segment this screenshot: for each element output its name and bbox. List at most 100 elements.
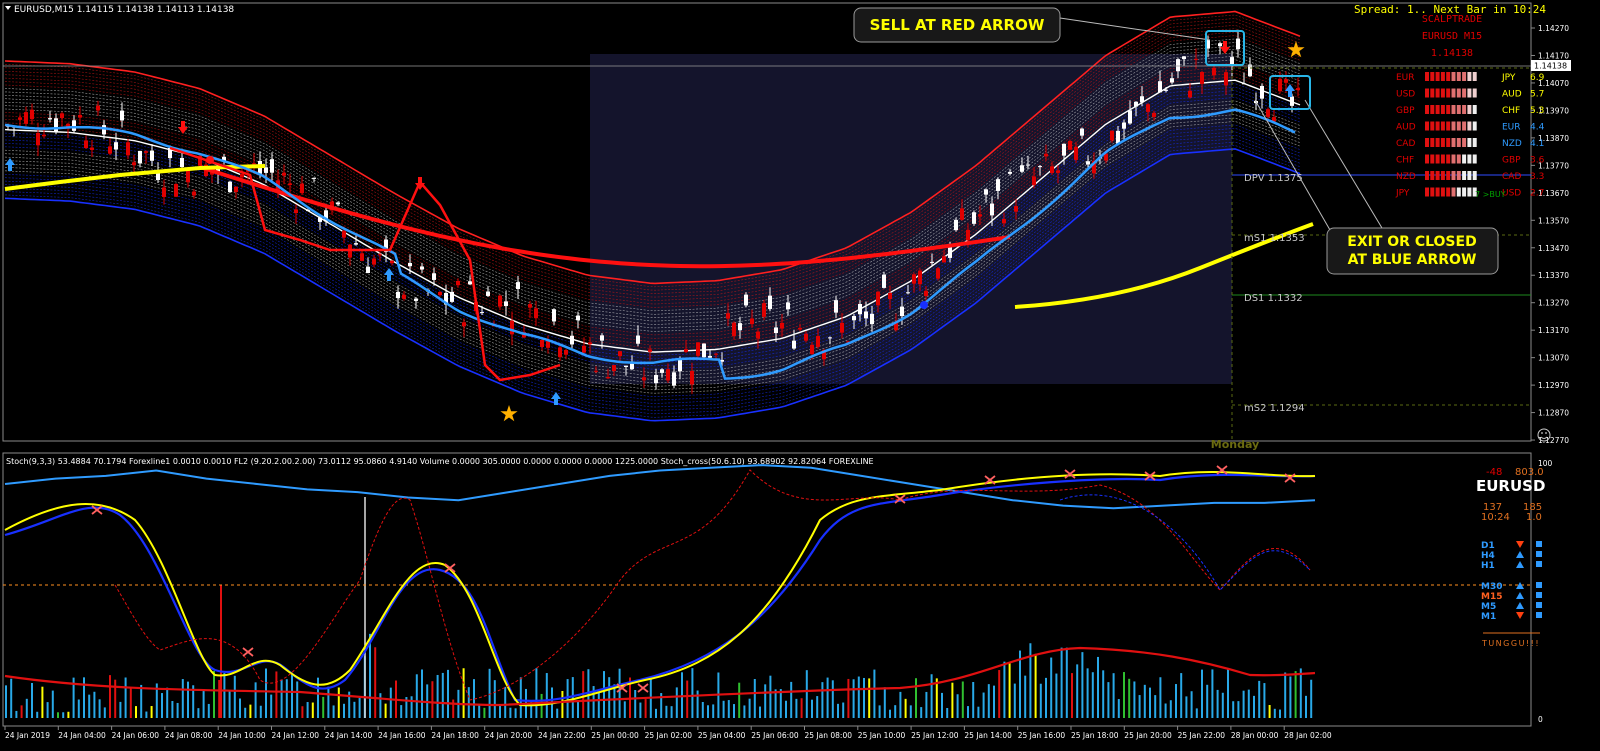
cross-marker-icon — [984, 475, 996, 485]
strength-bar — [1472, 138, 1477, 147]
candle-body — [150, 150, 154, 161]
candle-body — [390, 260, 394, 264]
candle-body — [828, 337, 832, 339]
strength-bar — [1425, 88, 1429, 98]
candle-body — [24, 112, 28, 124]
candle-body — [858, 304, 862, 315]
time-tick-label: 25 Jan 06:00 — [751, 731, 799, 740]
cross-marker-icon — [637, 683, 649, 693]
strength-bar — [1446, 171, 1451, 180]
candle-body — [864, 311, 868, 319]
candle-body — [1236, 38, 1240, 50]
candle-body — [1086, 161, 1090, 165]
strength-bar — [1425, 187, 1429, 197]
indicator-plot-area[interactable] — [2, 452, 1532, 727]
candle-body — [1188, 90, 1192, 98]
time-tick-label: 25 Jan 22:00 — [1178, 731, 1226, 740]
candlesticks — [6, 29, 1300, 394]
candle-body — [324, 210, 328, 222]
candle-body — [756, 331, 760, 339]
timeframe-status-square — [1536, 602, 1542, 608]
time-tick-label: 24 Jan 08:00 — [165, 731, 213, 740]
strength-bar — [1451, 154, 1456, 164]
candle-body — [216, 167, 220, 174]
strength-bar — [1440, 105, 1445, 114]
smiley-icon[interactable] — [1537, 428, 1551, 442]
signal-side-panel: -48 803.0 EURUSD 137 185 10:24 1.0 D1H4H… — [1476, 467, 1545, 648]
candle-body — [1026, 164, 1030, 166]
candle-body — [816, 336, 820, 347]
strength-bar — [1456, 105, 1461, 114]
upper-band-ring — [4, 72, 1301, 346]
candle-body — [534, 308, 538, 319]
exit-callout-line1: EXIT OR CLOSED — [1347, 234, 1476, 250]
candle-body — [294, 209, 298, 214]
red-moving-average — [199, 165, 1011, 269]
candle-body — [90, 147, 94, 150]
trend-up-icon — [1516, 592, 1524, 599]
candle-body — [336, 202, 340, 205]
candle-body — [822, 349, 826, 360]
price-axis: 1.14270 1.14170 1.14070 1.13970 1.13870 1.137… — [1531, 24, 1569, 445]
signal-star-icon — [1287, 41, 1305, 58]
current-price-tag — [1531, 60, 1571, 71]
candle-body — [1206, 39, 1210, 49]
main-price-chart[interactable]: DPV 1.1375 mS1 1.1353 DS1 1.1332 mS2 1.1294… — [2, 2, 1571, 451]
stoch-cross-line — [4, 464, 1316, 510]
lower-band-ring — [4, 93, 1301, 367]
strength-rank-currency: CHF — [1502, 106, 1520, 116]
strength-rank-currency: EUR — [1502, 123, 1521, 133]
exit-callout-pointer-2 — [1254, 99, 1331, 231]
candle-body — [552, 309, 556, 322]
time-tick-label: 24 Jan 06:00 — [112, 731, 160, 740]
candle-body — [372, 258, 376, 265]
candle-body — [408, 262, 412, 267]
chart-menu-icon[interactable] — [5, 6, 11, 10]
candle-body — [114, 142, 118, 150]
candle-body — [270, 159, 274, 173]
strength-bar — [1472, 121, 1477, 131]
sell-arrow-icon — [178, 121, 188, 134]
strength-bar — [1430, 105, 1435, 114]
indicator-tick-label: 100 — [1538, 459, 1553, 468]
lower-band-ring — [4, 124, 1301, 398]
level-label: mS1 1.1353 — [1244, 233, 1305, 244]
price-tick-label: 1.12770 — [1538, 436, 1569, 445]
candle-body — [642, 377, 646, 381]
candle-body — [240, 174, 244, 178]
price-tick-label: 1.12870 — [1538, 409, 1569, 418]
signal-star-icon — [500, 405, 518, 422]
currency-strength-meter: EUR JPY 6.9 USD AUD 5.7 GBP CHF 5.3 AUD EUR 4.4 CAD N… — [1395, 72, 1545, 199]
candle-body — [126, 142, 130, 156]
strength-bar — [1467, 88, 1472, 98]
strength-bar — [1456, 121, 1461, 131]
indicator-header: Stoch(9,3,3) 53.4884 70.1794 Forexline1 … — [6, 457, 874, 466]
candle-body — [1110, 130, 1114, 141]
strength-bar — [1451, 121, 1456, 131]
candle-body — [984, 189, 988, 195]
candle-body — [420, 266, 424, 270]
level-label: DS1 1.1332 — [1244, 293, 1303, 304]
strength-rank-value: 5.3 — [1530, 106, 1544, 116]
signal-dot — [920, 301, 928, 309]
price-tick-label: 1.12970 — [1538, 381, 1569, 390]
candle-body — [198, 155, 202, 166]
time-tick-label: 24 Jan 20:00 — [485, 731, 533, 740]
candle-body — [360, 253, 364, 261]
candle-body — [1116, 130, 1120, 144]
strength-rank-currency: USD — [1502, 189, 1521, 199]
strength-bar — [1430, 154, 1435, 164]
time-tick-label: 25 Jan 02:00 — [645, 731, 693, 740]
signal-dot — [206, 156, 214, 164]
indicator-subwindow[interactable]: Stoch(9,3,3) 53.4884 70.1794 Forexline1 … — [2, 452, 1553, 727]
level-label: mS2 1.1294 — [1244, 403, 1305, 414]
candle-body — [264, 167, 268, 173]
lower-band-ring — [4, 110, 1301, 384]
upper-band-ring — [4, 24, 1301, 298]
strength-bar — [1467, 187, 1472, 197]
candle-body — [900, 306, 904, 317]
candle-body — [1002, 219, 1006, 224]
timeframe-label: H1 — [1481, 561, 1495, 571]
